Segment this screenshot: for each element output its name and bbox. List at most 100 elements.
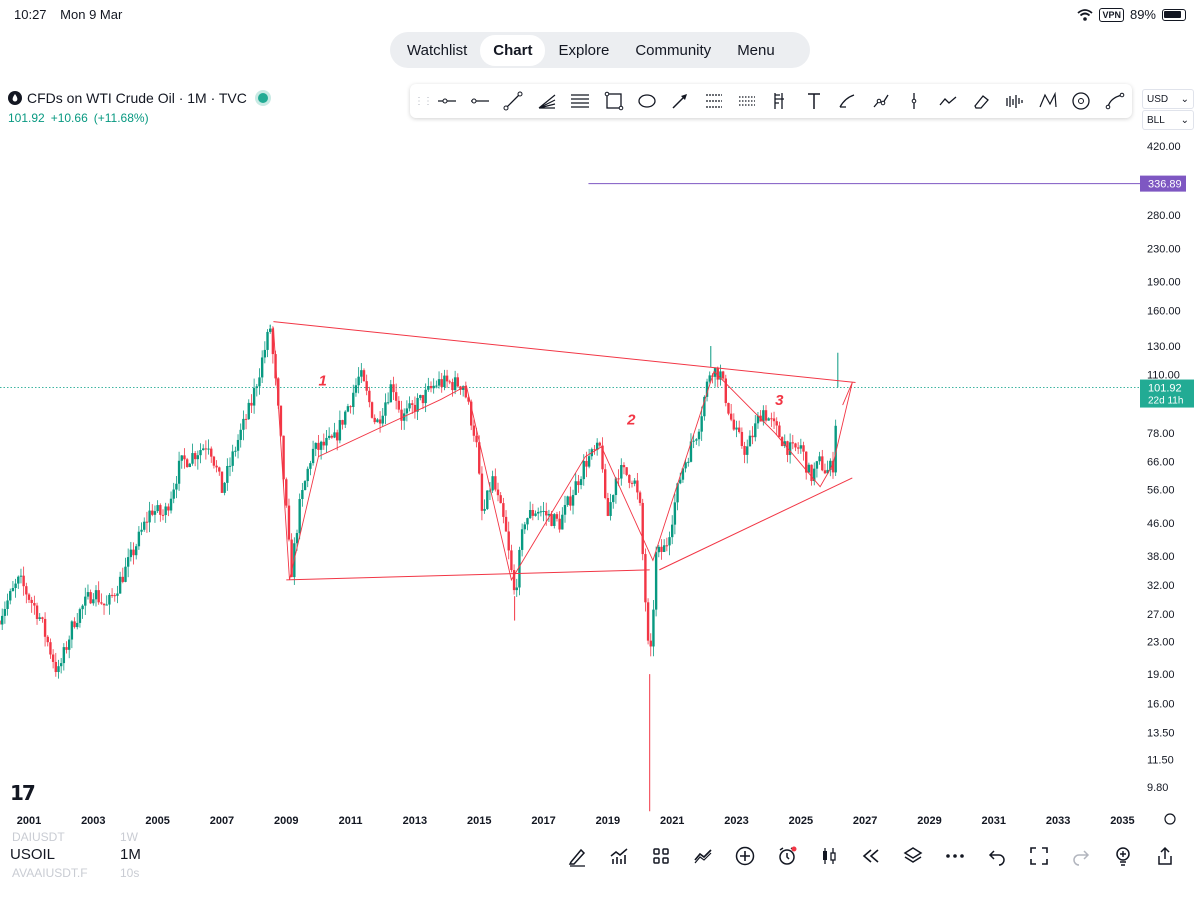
zigzag-icon[interactable] <box>931 86 964 116</box>
layers-icon[interactable] <box>892 842 934 870</box>
candle-body <box>164 506 167 516</box>
nav-menu[interactable]: Menu <box>737 41 775 59</box>
candle-body <box>673 502 677 525</box>
share-icon[interactable] <box>1144 842 1186 870</box>
candle-body <box>826 469 829 474</box>
nav-community[interactable]: Community <box>635 41 712 59</box>
candle-body <box>269 328 272 332</box>
last-price-label: 101.92 <box>1148 383 1182 395</box>
ideas-icon[interactable] <box>1102 842 1144 870</box>
vertical-line-icon[interactable] <box>897 86 930 116</box>
candle-body <box>210 448 213 457</box>
candle-body <box>435 385 438 387</box>
brush-icon[interactable] <box>831 86 864 116</box>
drawing-toolbar: ⋮⋮ <box>410 84 1132 118</box>
candle-body <box>571 495 575 506</box>
candle-body <box>68 639 71 650</box>
unit-value: BLL <box>1147 114 1165 126</box>
candle-body <box>791 442 794 444</box>
fib-fan-icon[interactable] <box>530 86 563 116</box>
x-axis-tick: 2017 <box>531 815 555 827</box>
eraser-icon[interactable] <box>964 86 997 116</box>
circle-icon[interactable] <box>1064 86 1097 116</box>
trend-line-icon[interactable] <box>497 86 530 116</box>
candle-body <box>796 447 800 449</box>
path-icon[interactable] <box>864 86 897 116</box>
horizontal-ray-icon[interactable] <box>430 86 463 116</box>
candle-body <box>724 378 727 403</box>
redo-icon[interactable] <box>1060 842 1102 870</box>
add-icon[interactable] <box>724 842 766 870</box>
candle-body <box>46 636 49 643</box>
candle-body <box>218 467 221 472</box>
candle-body <box>344 411 347 425</box>
candle-body <box>362 370 366 382</box>
ellipse-icon[interactable] <box>630 86 663 116</box>
x-axis-tick: 2031 <box>982 815 1006 827</box>
pitchfork-icon[interactable] <box>697 86 730 116</box>
candle-body <box>788 442 792 455</box>
y-axis-tick: 190.00 <box>1147 276 1181 288</box>
price-chart[interactable]: 1 2 3 420.00 280.00 230.00 190.00 160.00 130.00 1… <box>0 130 1200 835</box>
nav-explore[interactable]: Explore <box>558 41 610 59</box>
gann-box-icon[interactable] <box>731 86 764 116</box>
alert-icon[interactable] <box>766 842 808 870</box>
candle-body <box>370 402 374 418</box>
currency-select[interactable]: USD ⌄ <box>1142 89 1194 109</box>
bottom-interval[interactable]: 1M <box>120 846 141 863</box>
candle-body <box>121 576 124 582</box>
layouts-icon[interactable] <box>640 842 682 870</box>
pen-icon[interactable] <box>556 842 598 870</box>
parallel-channel-icon[interactable] <box>564 86 597 116</box>
candle-body <box>738 427 741 432</box>
candle-body <box>598 442 602 446</box>
candle-body <box>416 397 419 412</box>
candle-body <box>547 513 551 516</box>
candle-body <box>563 504 567 515</box>
long-position-icon[interactable] <box>764 86 797 116</box>
candle-body <box>25 586 28 595</box>
candle-body <box>735 427 738 430</box>
indicators-icon[interactable] <box>598 842 640 870</box>
candlestick-icon[interactable] <box>808 842 850 870</box>
candle-body <box>223 482 226 493</box>
candle-body <box>518 549 521 588</box>
arrow-icon[interactable] <box>664 86 697 116</box>
candle-body <box>156 505 159 512</box>
x-axis-tick: 2015 <box>467 815 491 827</box>
compare-icon[interactable] <box>682 842 724 870</box>
text-icon[interactable] <box>797 86 830 116</box>
rectangle-icon[interactable] <box>597 86 630 116</box>
candle-body <box>172 489 175 499</box>
candle-body <box>716 367 719 380</box>
xabcd-pattern-icon[interactable] <box>1031 86 1064 116</box>
unit-select[interactable]: BLL ⌄ <box>1142 110 1194 130</box>
undo-icon[interactable] <box>976 842 1018 870</box>
last-price-label-bg <box>1140 379 1194 408</box>
candle-body <box>110 594 114 596</box>
nav-chart[interactable]: Chart <box>480 34 546 66</box>
bottom-symbol[interactable]: USOIL <box>10 846 56 863</box>
ghost-watchlist-row: AVAAIUSDT.F 10s <box>12 866 140 880</box>
fullscreen-icon[interactable] <box>1018 842 1060 870</box>
candle-body <box>818 456 821 462</box>
candle-body <box>9 591 12 601</box>
horizontal-line-icon[interactable] <box>463 86 496 116</box>
drag-handle-icon[interactable]: ⋮⋮ <box>414 95 433 107</box>
bottom-toolbar: DAIUSDT 1W USOIL 1M AVAAIUSDT.F 10s <box>0 830 1200 900</box>
candle-body <box>252 388 256 406</box>
nav-watchlist[interactable]: Watchlist <box>407 41 468 59</box>
candle-body <box>451 382 454 391</box>
more-icon[interactable] <box>934 842 976 870</box>
volume-profile-icon[interactable] <box>998 86 1031 116</box>
candle-body <box>22 575 25 587</box>
candle-body <box>644 554 647 603</box>
candle-body <box>625 467 628 475</box>
candle-body <box>148 510 151 523</box>
curve-icon[interactable] <box>1098 86 1131 116</box>
vpn-badge: VPN <box>1099 7 1124 22</box>
candle-body <box>59 663 63 667</box>
replay-icon[interactable] <box>850 842 892 870</box>
candle-body <box>38 617 41 619</box>
symbol-header[interactable]: CFDs on WTI Crude Oil · 1M · TVC <box>8 90 268 106</box>
